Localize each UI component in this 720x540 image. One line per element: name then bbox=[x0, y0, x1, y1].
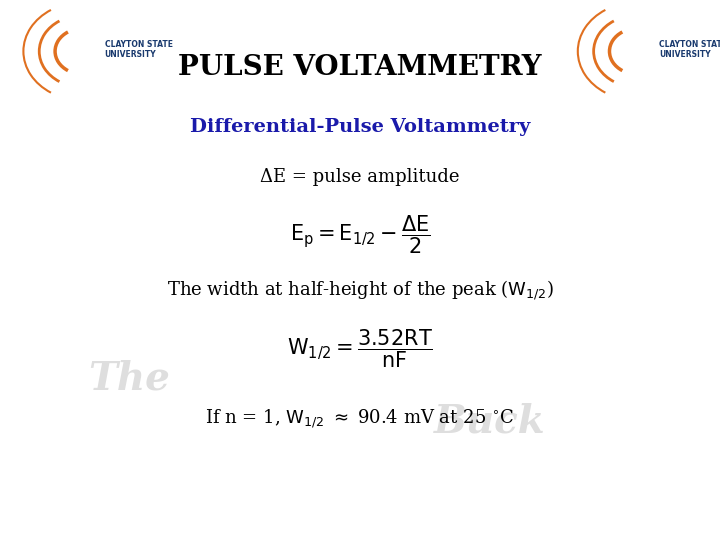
Text: $\mathrm{E_p = E_{1/2} - \dfrac{\Delta E}{2}}$: $\mathrm{E_p = E_{1/2} - \dfrac{\Delta E… bbox=[289, 214, 431, 256]
Text: The: The bbox=[89, 359, 171, 397]
Text: Differential-Pulse Voltammetry: Differential-Pulse Voltammetry bbox=[190, 118, 530, 136]
Text: PULSE VOLTAMMETRY: PULSE VOLTAMMETRY bbox=[179, 54, 541, 81]
Text: CLAYTON STATE: CLAYTON STATE bbox=[659, 40, 720, 49]
Text: If n = 1, $\mathrm{W_{1/2}}$ $\approx$ 90.4 mV at 25 $^{\circ}$C: If n = 1, $\mathrm{W_{1/2}}$ $\approx$ 9… bbox=[205, 407, 515, 430]
Text: $\mathrm{W_{1/2} = \dfrac{3.52RT}{nF}}$: $\mathrm{W_{1/2} = \dfrac{3.52RT}{nF}}$ bbox=[287, 327, 433, 369]
Text: UNIVERSITY: UNIVERSITY bbox=[104, 50, 156, 59]
Text: Buck: Buck bbox=[433, 402, 546, 440]
Text: ΔE = pulse amplitude: ΔE = pulse amplitude bbox=[260, 168, 460, 186]
Text: The width at half-height of the peak ($\mathrm{W_{1/2}}$): The width at half-height of the peak ($\… bbox=[166, 279, 554, 302]
Text: UNIVERSITY: UNIVERSITY bbox=[659, 50, 711, 59]
Text: CLAYTON STATE: CLAYTON STATE bbox=[104, 40, 173, 49]
